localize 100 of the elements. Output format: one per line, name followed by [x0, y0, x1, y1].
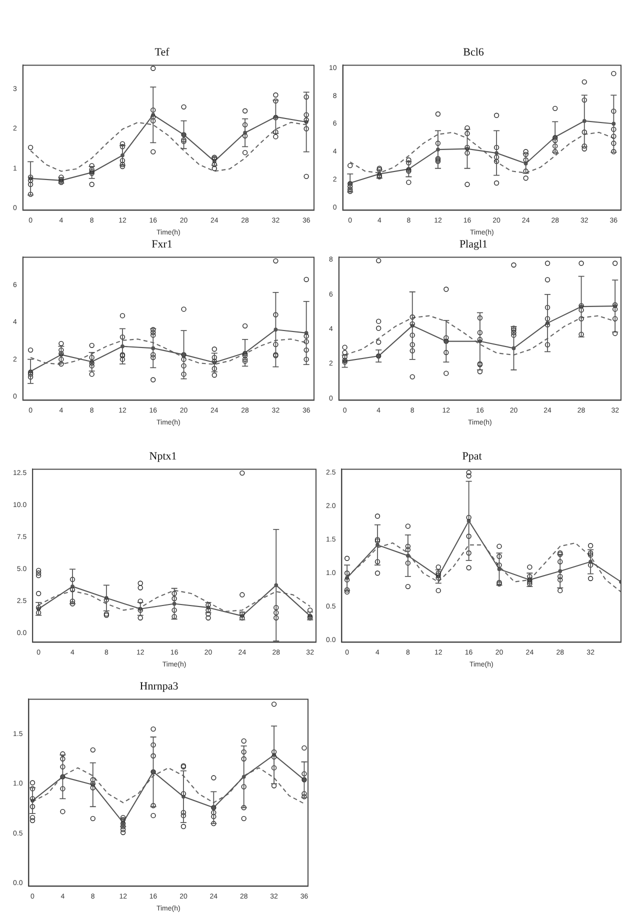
point	[304, 126, 309, 132]
point	[241, 816, 246, 822]
point	[582, 79, 587, 85]
point	[30, 796, 36, 802]
point	[30, 818, 36, 824]
point	[496, 562, 502, 568]
point	[240, 470, 245, 476]
point	[477, 315, 483, 320]
point	[181, 137, 186, 142]
point	[444, 286, 449, 292]
point	[242, 150, 248, 156]
point	[376, 258, 382, 264]
point	[58, 347, 64, 353]
point	[344, 570, 350, 576]
point	[344, 589, 350, 595]
point	[242, 353, 248, 358]
point	[304, 174, 309, 180]
point	[611, 140, 616, 146]
point	[120, 814, 126, 820]
point	[150, 107, 156, 113]
point	[60, 786, 66, 792]
point	[405, 524, 411, 529]
point	[120, 158, 126, 164]
point	[582, 130, 587, 135]
point	[410, 374, 415, 380]
point	[552, 143, 558, 149]
point	[180, 810, 186, 816]
point	[211, 775, 216, 780]
point	[552, 138, 558, 144]
point	[241, 756, 246, 762]
point	[435, 140, 441, 146]
point	[405, 560, 411, 566]
point	[28, 372, 34, 377]
point	[405, 547, 411, 552]
point	[211, 810, 216, 816]
point	[138, 598, 143, 604]
point	[611, 70, 616, 76]
point	[544, 342, 550, 348]
point	[552, 106, 558, 112]
point	[211, 814, 216, 820]
point	[273, 134, 278, 140]
point	[348, 186, 353, 192]
point	[273, 92, 278, 98]
point	[588, 543, 594, 548]
point	[523, 176, 528, 181]
point	[436, 588, 441, 594]
point	[90, 785, 96, 790]
point	[582, 146, 587, 152]
point	[212, 366, 218, 372]
point	[527, 574, 532, 580]
point	[302, 794, 307, 800]
point	[558, 588, 563, 594]
point	[212, 372, 218, 378]
chart-title: Fxr1	[152, 238, 172, 250]
point	[273, 98, 278, 104]
point	[376, 340, 382, 345]
point	[511, 332, 516, 338]
point	[273, 258, 278, 264]
chart-title: Ppat	[462, 450, 482, 462]
point	[376, 326, 382, 331]
point	[172, 590, 177, 596]
point	[180, 791, 186, 796]
point	[464, 130, 470, 136]
point	[271, 765, 277, 770]
point	[212, 346, 218, 352]
point	[304, 356, 309, 362]
point	[58, 340, 64, 346]
point	[28, 192, 34, 197]
point	[120, 164, 126, 170]
point	[120, 141, 126, 146]
point	[181, 306, 186, 312]
point	[60, 751, 66, 757]
point	[271, 754, 277, 760]
point	[60, 764, 66, 770]
point	[70, 601, 76, 606]
point	[342, 354, 348, 360]
point	[611, 108, 616, 114]
point	[120, 826, 126, 832]
point	[240, 592, 245, 598]
point	[273, 342, 278, 348]
point	[582, 143, 587, 149]
point	[150, 742, 156, 748]
point	[444, 335, 449, 340]
point	[374, 514, 380, 519]
point	[36, 570, 42, 576]
point	[241, 784, 246, 790]
point	[89, 372, 94, 377]
point	[304, 112, 309, 118]
point	[588, 552, 594, 558]
point	[523, 157, 528, 163]
point	[523, 149, 528, 154]
point	[273, 129, 278, 135]
point	[241, 749, 246, 755]
point	[344, 577, 350, 582]
point	[120, 334, 126, 340]
point	[274, 615, 279, 620]
point	[466, 470, 472, 476]
point	[36, 568, 42, 574]
point	[172, 608, 177, 613]
point	[588, 576, 594, 582]
